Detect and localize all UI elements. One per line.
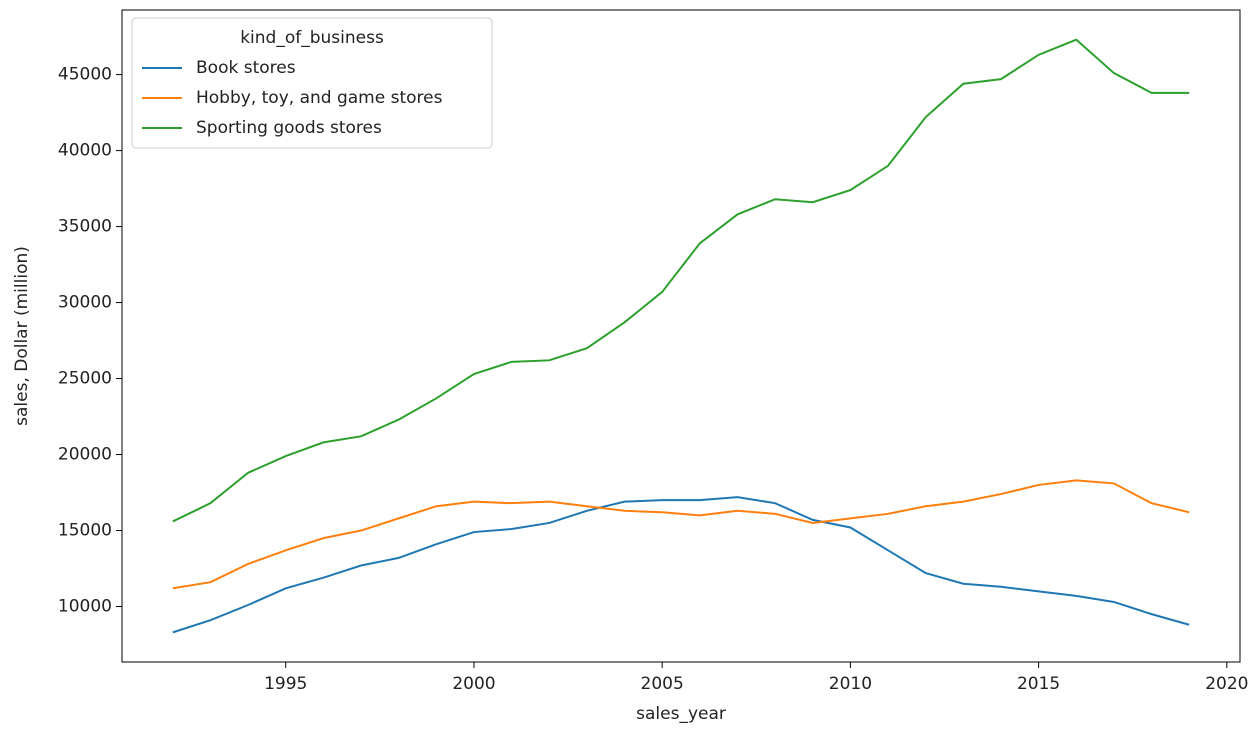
x-tick-label: 2005: [641, 674, 684, 694]
x-tick-label: 1995: [264, 674, 307, 694]
x-tick-label: 2020: [1205, 674, 1248, 694]
legend-title: kind_of_business: [240, 28, 384, 48]
y-tick-label: 20000: [58, 445, 112, 465]
series-line: [172, 496, 1190, 634]
y-axis-label: sales, Dollar (million): [12, 246, 32, 426]
x-tick-label: 2000: [452, 674, 495, 694]
y-tick-label: 35000: [58, 217, 112, 237]
legend-label: Book stores: [196, 58, 296, 78]
x-tick-label: 2015: [1017, 674, 1060, 694]
y-tick-label: 30000: [58, 293, 112, 313]
y-tick-label: 15000: [58, 521, 112, 541]
plot-frame: [121, 9, 1241, 663]
y-tick-label: 45000: [58, 65, 112, 85]
legend-box: [131, 17, 493, 149]
y-tick-label: 40000: [58, 141, 112, 161]
x-tick-label: 2010: [829, 674, 872, 694]
series-line: [172, 479, 1190, 590]
y-tick-label: 25000: [58, 369, 112, 389]
legend-label: Hobby, toy, and game stores: [196, 88, 443, 108]
series-line: [172, 38, 1190, 523]
x-axis-label: sales_year: [636, 704, 726, 724]
y-tick-label: 10000: [58, 597, 112, 617]
legend-label: Sporting goods stores: [196, 118, 382, 138]
